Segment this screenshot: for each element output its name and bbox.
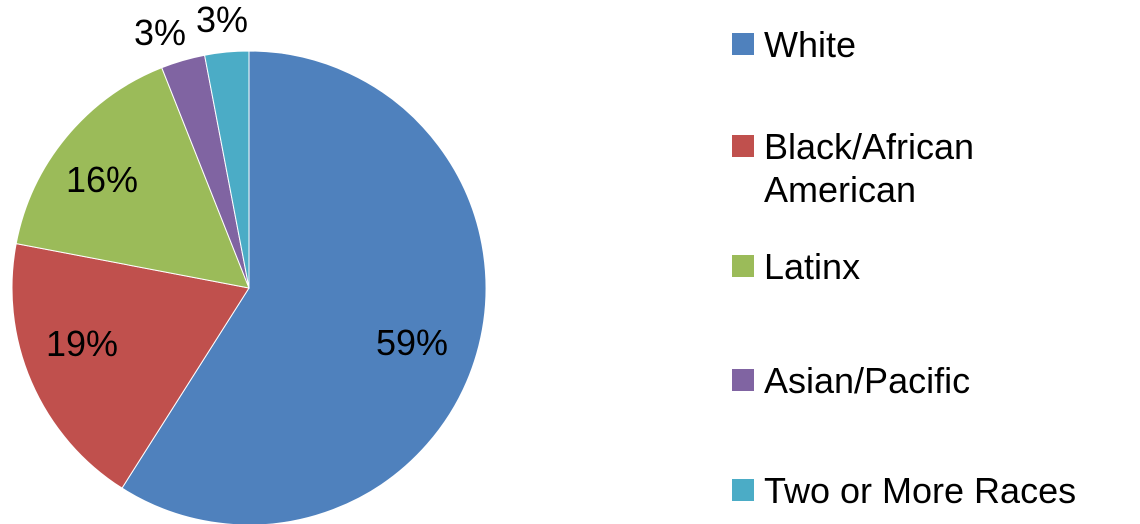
legend-label: American (764, 169, 916, 210)
legend-swatch (732, 369, 754, 391)
pie-slice-white (121, 50, 487, 524)
legend-item-5: Two or More Races (732, 470, 1076, 511)
legend-swatch (732, 255, 754, 277)
pie-data-labels: 59% 19% 16% 3% 3% (46, 0, 448, 364)
legend-swatch (732, 33, 754, 55)
legend-label: Latinx (764, 246, 860, 287)
pie-slices (11, 50, 487, 524)
legend-item-4: Asian/Pacific (732, 360, 970, 401)
legend-label: Two or More Races (764, 470, 1076, 511)
pie-slice-black-african-american (11, 243, 250, 489)
legend-item-3: Latinx (732, 246, 860, 287)
legend-label: Asian/Pacific (764, 360, 970, 401)
legend-label: Black/African (764, 126, 974, 167)
legend-swatch (732, 135, 754, 157)
slice-label-white: 59% (376, 322, 448, 363)
slice-label-two-or-more-races: 3% (196, 0, 248, 40)
legend-swatch (732, 479, 754, 501)
slice-label-black-african-american: 19% (46, 323, 118, 364)
pie-slice-two-or-more-races (204, 50, 250, 289)
legend-label: White (764, 24, 856, 65)
legend-item-1: White (732, 24, 856, 65)
pie-slice-latinx (15, 66, 250, 289)
slice-label-asian-pacific: 3% (134, 12, 186, 53)
slice-label-latinx: 16% (66, 159, 138, 200)
